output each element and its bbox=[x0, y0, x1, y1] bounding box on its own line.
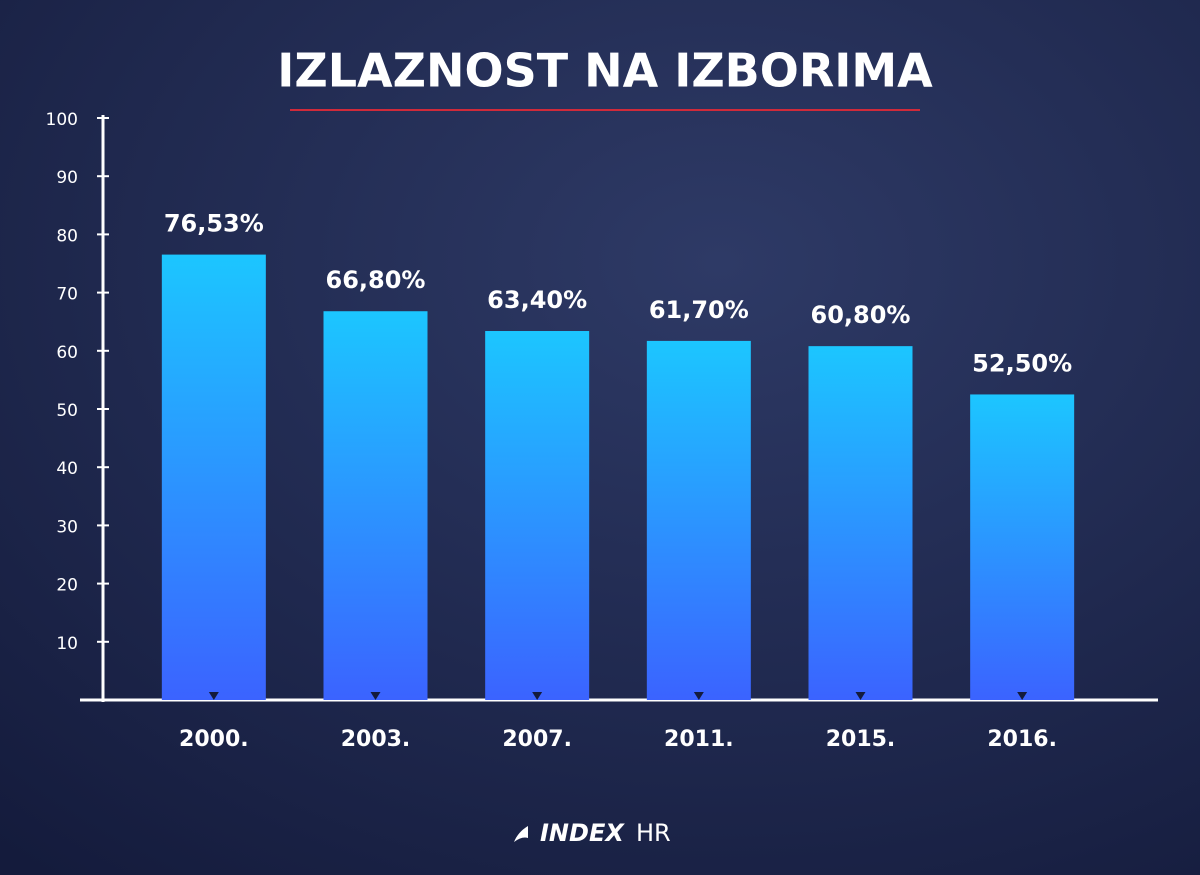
logo: INDEX HR bbox=[514, 819, 671, 847]
bar bbox=[323, 311, 428, 700]
bar-marker bbox=[208, 692, 219, 700]
x-tick-label: 2011. bbox=[664, 727, 734, 752]
y-tick-label: 20 bbox=[56, 576, 78, 596]
bar bbox=[646, 340, 751, 700]
x-tick-label: 2015. bbox=[826, 727, 896, 752]
y-tick-label: 50 bbox=[56, 401, 78, 421]
value-label: 60,80% bbox=[811, 301, 911, 329]
value-label: 52,50% bbox=[972, 349, 1072, 377]
chart-title: IZLAZNOST NA IZBORIMA bbox=[277, 44, 933, 98]
bar-marker bbox=[855, 692, 866, 700]
x-tick-label: 2016. bbox=[987, 727, 1057, 752]
y-tick-label: 30 bbox=[56, 517, 78, 537]
bar bbox=[970, 394, 1075, 700]
y-tick-label: 70 bbox=[56, 285, 78, 305]
x-tick-label: 2000. bbox=[179, 727, 249, 752]
bar bbox=[161, 254, 266, 700]
bar-marker bbox=[693, 692, 704, 700]
y-tick-label: 60 bbox=[56, 343, 78, 363]
y-tick-label: 90 bbox=[56, 168, 78, 188]
logo-suffix: HR bbox=[636, 819, 671, 847]
value-label: 66,80% bbox=[326, 266, 426, 294]
logo-icon bbox=[514, 826, 528, 842]
y-tick-label: 40 bbox=[56, 459, 78, 479]
bar-marker bbox=[532, 692, 543, 700]
bar bbox=[808, 346, 913, 700]
value-label: 63,40% bbox=[487, 286, 587, 314]
value-label: 61,70% bbox=[649, 296, 749, 324]
y-tick-label: 80 bbox=[56, 226, 78, 246]
y-tick-label: 10 bbox=[56, 634, 78, 654]
bar-marker bbox=[370, 692, 381, 700]
x-tick-label: 2007. bbox=[502, 727, 572, 752]
x-tick-label: 2003. bbox=[341, 727, 411, 752]
value-label: 76,53% bbox=[164, 210, 264, 238]
logo-brand: INDEX bbox=[540, 819, 625, 847]
bar bbox=[485, 331, 590, 700]
y-tick-label: 100 bbox=[46, 110, 78, 130]
bar-marker bbox=[1017, 692, 1028, 700]
